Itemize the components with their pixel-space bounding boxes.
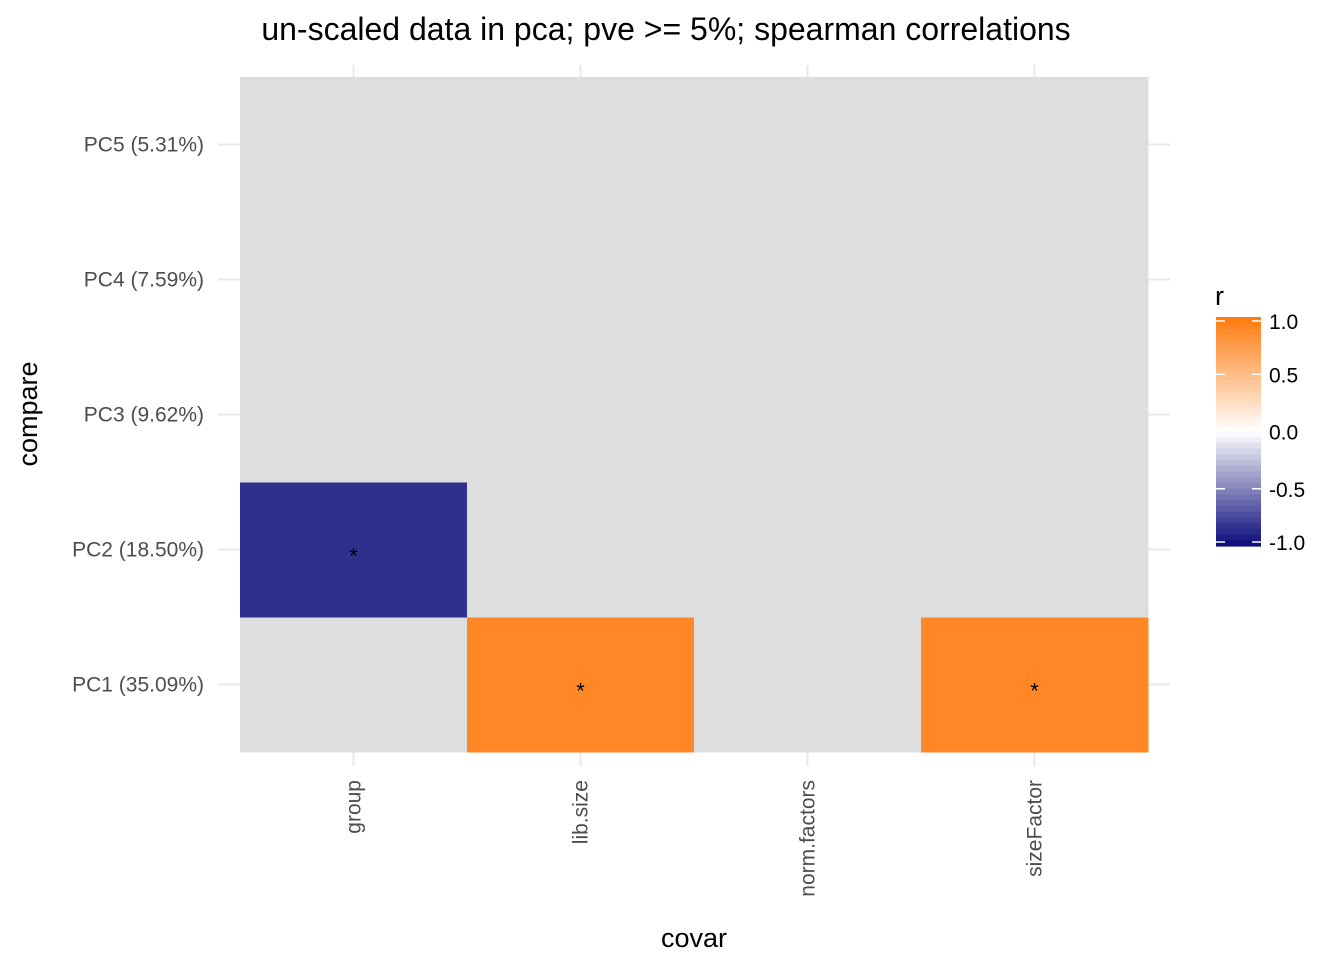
legend-color-step [1216,339,1261,347]
heatmap-cell [467,482,695,618]
heatmap-cell [240,77,468,213]
y-tick-label: PC2 (18.50%) [72,539,204,562]
legend-color-step [1216,391,1261,398]
legend-color-step [1216,345,1261,352]
legend-color-step [1216,425,1261,433]
legend-color-step [1216,408,1261,415]
legend-color-step [1216,517,1261,524]
legend-tick-label: 1.0 [1269,311,1298,334]
y-axis-label: compare [13,361,43,466]
legend-color-step [1216,540,1261,547]
legend-color-step [1216,437,1261,444]
heatmap-cell [467,77,695,213]
heatmap-cell [467,347,695,483]
color-legend: r 1.0 0.5 0.0 -0.5 -1.0 [1215,281,1305,555]
x-axis-ticks: group lib.size norm.factors sizeFactor [343,780,1047,897]
y-tick-label: PC1 (35.09%) [72,674,204,697]
heatmap-cell [240,482,468,618]
legend-tick-label: 0.0 [1269,422,1298,445]
x-axis-label: covar [661,923,727,953]
heatmap-cell [921,617,1149,753]
x-tick-label: group [343,780,366,834]
legend-color-step [1216,460,1261,467]
legend-color-step [1216,322,1261,330]
heatmap-cell [921,347,1149,483]
heatmap-cell [240,212,468,348]
heatmap-cell [240,347,468,483]
legend-color-step [1216,397,1261,404]
legend-title: r [1215,281,1224,311]
heatmap-cell [694,347,922,483]
heatmap-cell [694,212,922,348]
heatmap-cell [467,617,695,753]
legend-color-step [1216,328,1261,335]
heatmap-cell [240,617,468,753]
heatmap-cell [467,212,695,348]
legend-color-step [1216,534,1261,541]
x-tick-label: norm.factors [797,780,820,897]
legend-color-step [1216,334,1261,341]
legend-color-step [1216,420,1261,427]
legend-color-step [1216,414,1261,421]
legend-color-step [1216,351,1261,358]
heatmap-cell [921,77,1149,213]
legend-color-step [1216,523,1261,530]
legend-color-step [1216,379,1261,387]
legend-color-step [1216,494,1261,501]
legend-color-step [1216,448,1261,455]
legend-color-step [1216,374,1261,381]
legend-color-step [1216,477,1261,484]
y-tick-label: PC4 (7.59%) [84,269,204,292]
heatmap-cell [921,482,1149,618]
legend-color-step [1216,505,1261,513]
chart-title: un-scaled data in pca; pve >= 5%; spearm… [261,11,1070,47]
heatmap-cell [694,482,922,618]
heatmap-cell [921,212,1149,348]
heatmap-cells: * * * [240,77,1149,753]
heatmap-cell [694,617,922,753]
legend-tick-label: 0.5 [1269,364,1298,387]
legend-color-step [1216,528,1261,536]
legend-color-step [1216,483,1261,490]
y-tick-label: PC5 (5.31%) [84,134,204,157]
legend-color-step [1216,317,1261,324]
legend-color-step [1216,442,1261,450]
legend-color-step [1216,362,1261,370]
legend-color-step [1216,471,1261,478]
legend-color-step [1216,431,1261,438]
legend-color-step [1216,368,1261,375]
legend-tick-label: -0.5 [1269,479,1305,502]
legend-color-step [1216,488,1261,496]
cell-label: * [1030,679,1039,704]
x-tick-label: lib.size [570,780,593,844]
legend-color-step [1216,454,1261,461]
x-tick-label: sizeFactor [1024,780,1047,877]
cell-label: * [576,679,585,704]
cell-label: * [349,544,358,569]
legend-color-step [1216,500,1261,507]
legend-color-step [1216,511,1261,518]
legend-color-step [1216,465,1261,473]
y-tick-label: PC3 (9.62%) [84,404,204,427]
legend-color-step [1216,357,1261,364]
y-axis-ticks: PC1 (35.09%) PC2 (18.50%) PC3 (9.62%) PC4 (… [72,134,204,697]
legend-tick-label: -1.0 [1269,532,1305,555]
heatmap-cell [694,77,922,213]
legend-color-step [1216,385,1261,393]
legend-color-step [1216,402,1261,410]
